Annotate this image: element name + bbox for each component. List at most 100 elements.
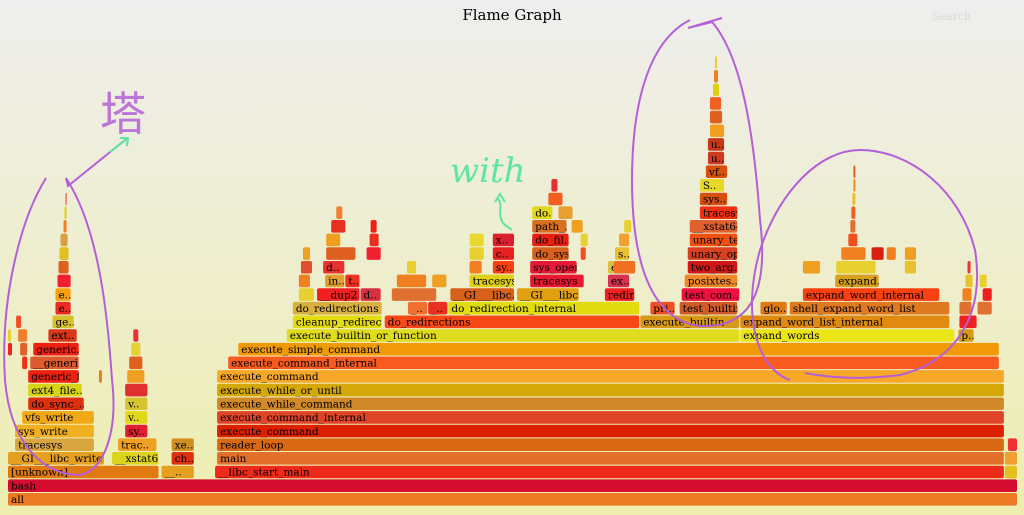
frame[interactable] bbox=[64, 206, 67, 219]
frame-rect[interactable] bbox=[369, 233, 379, 247]
frame-rect[interactable] bbox=[852, 192, 856, 206]
frame-rect[interactable] bbox=[407, 301, 428, 315]
frame-rect[interactable] bbox=[63, 220, 67, 233]
frame-rect[interactable] bbox=[302, 247, 310, 260]
frame-rect[interactable] bbox=[492, 233, 515, 247]
frame-rect[interactable] bbox=[604, 288, 635, 301]
frame-rect[interactable] bbox=[360, 288, 381, 301]
frame-rect[interactable] bbox=[292, 301, 382, 315]
frame-rect[interactable] bbox=[370, 220, 377, 233]
frame[interactable] bbox=[59, 247, 69, 260]
frame-rect[interactable] bbox=[967, 260, 971, 274]
frame[interactable] bbox=[904, 260, 916, 274]
frame[interactable] bbox=[396, 274, 427, 288]
frame[interactable] bbox=[8, 342, 13, 356]
frame-tracesys[interactable]: tracesys bbox=[469, 274, 517, 288]
frame[interactable] bbox=[886, 247, 896, 260]
frame-bash[interactable]: bash bbox=[8, 479, 1017, 492]
frame[interactable] bbox=[432, 274, 447, 288]
frame-generic-[interactable]: generic.. bbox=[33, 342, 83, 356]
frame-do-redirections[interactable]: do_redirections bbox=[292, 301, 382, 315]
frame-rect[interactable] bbox=[851, 206, 856, 219]
frame-sy-[interactable]: sy.. bbox=[492, 260, 515, 274]
frame-rect[interactable] bbox=[850, 220, 856, 233]
frame-rect[interactable] bbox=[217, 383, 1004, 397]
frame-rect[interactable] bbox=[22, 356, 28, 370]
frame-rect[interactable] bbox=[530, 260, 577, 274]
frame[interactable] bbox=[871, 247, 884, 260]
frame-rect[interactable] bbox=[1007, 438, 1017, 451]
frame-sys-[interactable]: sys.. bbox=[699, 192, 728, 206]
frame-execute-builtin[interactable]: execute_builtin bbox=[640, 315, 740, 329]
frame[interactable] bbox=[370, 220, 377, 233]
frame-rect[interactable] bbox=[64, 206, 67, 219]
frame-rect[interactable] bbox=[709, 110, 723, 124]
frame-shell-expand-word-list[interactable]: shell_expand_word_list bbox=[789, 301, 950, 315]
frame[interactable] bbox=[22, 356, 28, 370]
frame[interactable] bbox=[58, 260, 69, 274]
frame-v-[interactable]: v.. bbox=[125, 411, 148, 424]
frame[interactable] bbox=[298, 274, 310, 288]
frame[interactable] bbox=[65, 192, 67, 206]
frame-rect[interactable] bbox=[886, 247, 896, 260]
frame[interactable] bbox=[982, 288, 992, 301]
frame-u-[interactable]: u.. bbox=[707, 138, 724, 151]
frame[interactable] bbox=[298, 288, 315, 301]
frame-rect[interactable] bbox=[298, 288, 315, 301]
frame-x-[interactable]: x.. bbox=[492, 233, 515, 247]
frame-d-[interactable]: d.. bbox=[323, 260, 345, 274]
frame-test-com-[interactable]: test_com.. bbox=[681, 288, 740, 301]
frame-rect[interactable] bbox=[65, 192, 67, 206]
frame-rect[interactable] bbox=[1004, 452, 1017, 465]
frame-rect[interactable] bbox=[432, 274, 447, 288]
frame-rect[interactable] bbox=[428, 301, 448, 315]
frame-rect[interactable] bbox=[982, 288, 992, 301]
frame-rect[interactable] bbox=[853, 179, 856, 192]
frame-execute-command[interactable]: execute_command bbox=[217, 424, 1004, 438]
frame[interactable] bbox=[551, 179, 558, 192]
frame-rect[interactable] bbox=[841, 247, 866, 260]
frame[interactable] bbox=[852, 192, 856, 206]
frame-main[interactable]: main bbox=[217, 452, 1004, 465]
frame-rect[interactable] bbox=[366, 247, 381, 260]
frame[interactable] bbox=[709, 110, 723, 124]
frame-expand-word-internal[interactable]: expand_word_internal bbox=[802, 288, 940, 301]
frame[interactable] bbox=[614, 260, 636, 274]
frame-rect[interactable] bbox=[57, 274, 71, 288]
frame-rect[interactable] bbox=[469, 274, 515, 288]
frame[interactable] bbox=[18, 329, 28, 342]
frame-rect[interactable] bbox=[619, 233, 630, 247]
frame-unary-op-[interactable]: unary_op.. bbox=[687, 247, 747, 260]
frame-rect[interactable] bbox=[217, 397, 1004, 411]
frame-p-[interactable]: p.. bbox=[958, 329, 974, 342]
frame-rect[interactable] bbox=[325, 274, 345, 288]
frame[interactable] bbox=[1007, 438, 1017, 451]
frame-two-arg-[interactable]: two_arg.. bbox=[687, 260, 740, 274]
frame[interactable] bbox=[1004, 465, 1017, 479]
frame[interactable] bbox=[558, 206, 573, 219]
frame-reader-loop[interactable]: reader_loop bbox=[217, 438, 1004, 451]
frame-posixtes-[interactable]: posixtes.. bbox=[684, 274, 738, 288]
frame-rect[interactable] bbox=[58, 260, 69, 274]
frame-tracesys[interactable]: tracesys bbox=[15, 438, 94, 451]
frame-rect[interactable] bbox=[607, 274, 630, 288]
frame-do-fil-[interactable]: do_fil.. bbox=[532, 233, 570, 247]
frame[interactable] bbox=[853, 165, 856, 178]
frame-rect[interactable] bbox=[336, 206, 343, 219]
frame-rect[interactable] bbox=[18, 329, 28, 342]
frame-rect[interactable] bbox=[217, 438, 1004, 451]
frame-rect[interactable] bbox=[161, 465, 194, 479]
frame--generi-[interactable]: __generi.. bbox=[30, 356, 84, 370]
frame-rect[interactable] bbox=[548, 192, 563, 206]
frame[interactable] bbox=[713, 69, 719, 83]
frame-v-[interactable]: v.. bbox=[125, 397, 148, 411]
frame-rect[interactable] bbox=[326, 233, 341, 247]
frame-s-[interactable]: S.. bbox=[699, 179, 725, 192]
frame--gi-libc-[interactable]: __GI___libc.. bbox=[450, 288, 518, 301]
frame-rect[interactable] bbox=[571, 220, 583, 233]
frame[interactable] bbox=[619, 233, 630, 247]
frame--dup2[interactable]: __dup2 bbox=[317, 288, 360, 301]
frame-c-[interactable]: c.. bbox=[492, 247, 515, 260]
frame[interactable] bbox=[406, 260, 417, 274]
frame-rect[interactable] bbox=[469, 247, 484, 260]
